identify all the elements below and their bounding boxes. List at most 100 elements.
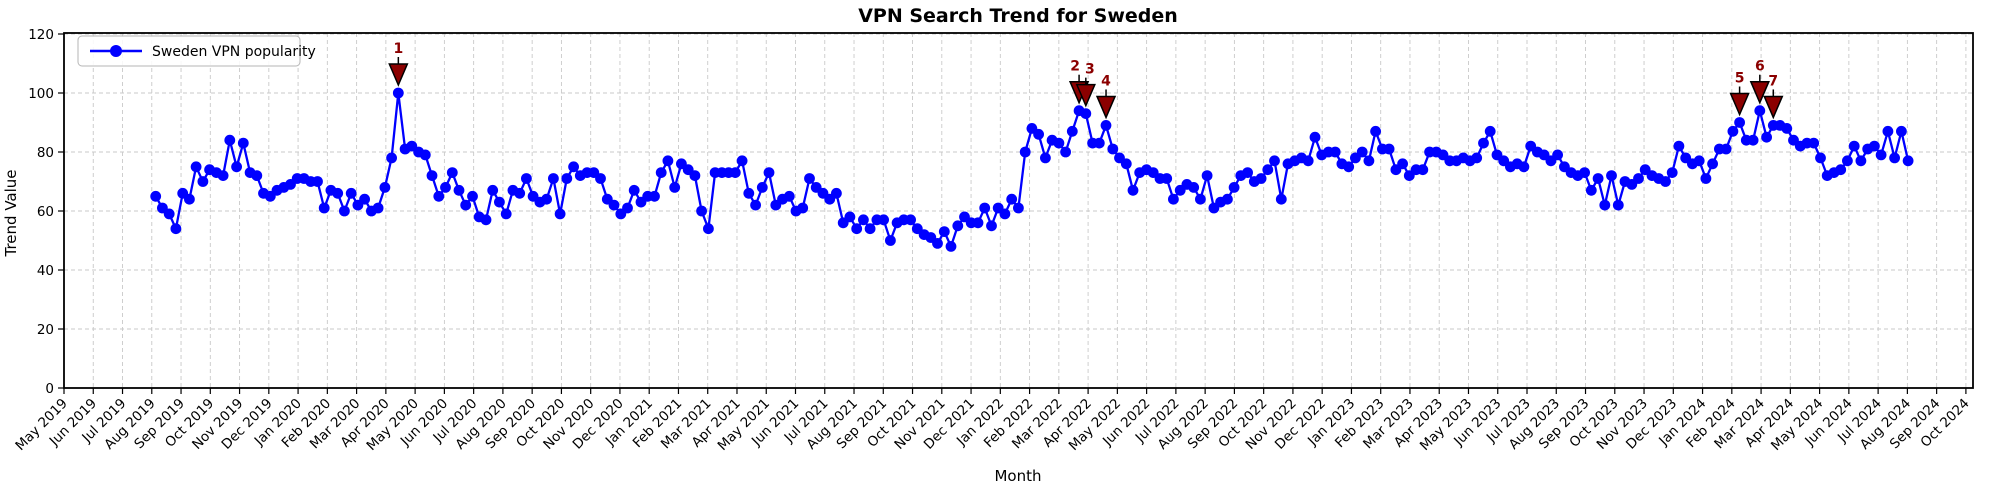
data-point: [804, 173, 815, 184]
series-layer: [150, 87, 1914, 252]
annotation-marker-icon: [1075, 83, 1096, 108]
data-point: [1302, 155, 1314, 167]
data-point: [150, 190, 162, 202]
data-point: [1902, 155, 1914, 167]
data-point: [1383, 143, 1395, 155]
tick-layer: [58, 33, 1967, 394]
data-point: [1882, 125, 1894, 137]
data-point: [440, 182, 451, 193]
data-point: [426, 170, 438, 182]
data-point: [1093, 137, 1105, 149]
data-point: [500, 208, 512, 220]
data-point: [190, 161, 202, 173]
data-point: [1188, 182, 1200, 193]
data-point: [1309, 131, 1321, 143]
data-point: [729, 167, 741, 179]
data-point: [1356, 146, 1368, 158]
annotation-3: 3: [1075, 62, 1096, 108]
data-point: [1700, 173, 1712, 184]
data-point: [1727, 125, 1739, 137]
data-point: [433, 190, 445, 202]
data-point: [419, 149, 431, 161]
data-point: [1484, 125, 1496, 137]
data-point: [170, 223, 182, 235]
data-point: [1889, 152, 1900, 164]
data-point: [938, 226, 950, 238]
y-tick-label: 100: [28, 86, 54, 102]
data-point: [1080, 108, 1092, 119]
y-tick-label: 40: [37, 263, 54, 279]
data-point: [1262, 164, 1274, 176]
data-point: [952, 220, 964, 232]
annotation-4: 4: [1095, 73, 1117, 120]
data-point: [783, 190, 795, 202]
data-point: [1633, 173, 1644, 184]
annotation-marker-icon: [388, 63, 409, 87]
data-point: [446, 167, 458, 179]
data-point: [467, 190, 478, 202]
data-point: [756, 182, 768, 193]
data-point: [1471, 152, 1483, 164]
data-point: [568, 161, 579, 173]
data-point: [1053, 137, 1065, 149]
data-point: [1107, 143, 1119, 155]
data-point: [231, 161, 243, 173]
annotation-6: 6: [1749, 59, 1770, 105]
data-point: [885, 235, 896, 246]
data-point: [655, 167, 667, 179]
data-point: [1006, 193, 1018, 205]
data-point: [514, 187, 526, 199]
data-point: [1269, 155, 1280, 167]
data-point: [1168, 193, 1179, 205]
data-point: [1693, 155, 1705, 167]
data-point: [1552, 149, 1563, 161]
legend-marker-icon: [110, 45, 122, 57]
data-point: [163, 208, 175, 220]
data-point: [1666, 167, 1678, 179]
data-point: [1734, 117, 1745, 128]
data-point: [1707, 158, 1718, 170]
y-tick-label: 80: [37, 145, 54, 161]
data-point: [932, 238, 943, 249]
annotation-marker-icon: [1749, 80, 1770, 105]
annotation-marker-icon: [1095, 95, 1117, 120]
annotation-marker-icon: [1729, 92, 1750, 117]
data-point: [1875, 149, 1887, 161]
data-point: [1013, 202, 1024, 214]
data-point: [1835, 164, 1847, 176]
data-point: [1592, 173, 1604, 184]
data-point: [669, 182, 681, 193]
data-point: [945, 241, 957, 252]
data-point: [1747, 134, 1759, 146]
data-point: [736, 155, 748, 167]
data-point: [1060, 146, 1071, 158]
annotation-label: 6: [1755, 59, 1765, 75]
annotation-label: 3: [1085, 62, 1095, 78]
data-point: [689, 170, 701, 182]
data-point: [622, 202, 633, 214]
data-point: [1869, 140, 1880, 152]
annotation-marker-icon: [1763, 95, 1784, 120]
data-point: [844, 211, 856, 223]
y-tick-label: 0: [45, 381, 54, 397]
data-point: [332, 187, 344, 199]
data-point: [1660, 176, 1671, 187]
data-point: [649, 190, 660, 202]
data-point: [703, 223, 714, 235]
data-point: [1255, 173, 1267, 184]
data-point: [1842, 155, 1853, 167]
data-point: [1673, 140, 1685, 152]
data-point: [339, 205, 350, 217]
data-point: [487, 184, 499, 196]
data-point: [1478, 137, 1489, 149]
annotation-label: 7: [1768, 73, 1778, 89]
data-point: [1343, 161, 1355, 173]
data-point: [521, 173, 532, 184]
data-point: [662, 155, 674, 167]
data-point: [1855, 155, 1867, 167]
data-point: [1100, 120, 1112, 131]
data-point: [494, 196, 505, 208]
